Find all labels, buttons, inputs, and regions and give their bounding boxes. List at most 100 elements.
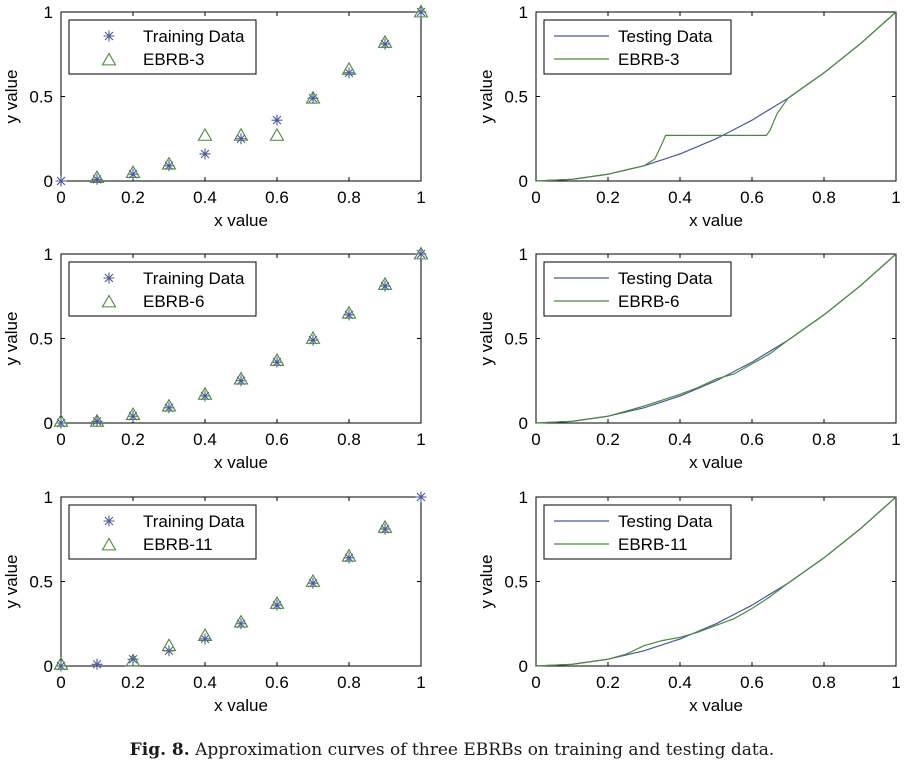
x-tick-label: 0.8 bbox=[812, 430, 836, 449]
x-tick-label: 0.4 bbox=[668, 430, 692, 449]
ebrb-data-point bbox=[341, 305, 357, 319]
y-tick-label: 0 bbox=[519, 414, 528, 433]
ebrb-data-point bbox=[413, 4, 429, 18]
training-data-point bbox=[91, 173, 103, 185]
legend-label: Training Data bbox=[143, 27, 245, 46]
training-data-point bbox=[271, 114, 283, 126]
y-axis-label: y value bbox=[2, 312, 21, 366]
training-data-point bbox=[55, 175, 67, 187]
ebrb-data-point bbox=[125, 653, 141, 667]
ebrb-line bbox=[535, 253, 897, 424]
x-tick-label: 0.6 bbox=[740, 430, 764, 449]
training-data-point bbox=[91, 658, 103, 670]
ebrb-data-point bbox=[53, 656, 69, 670]
legend-star-icon bbox=[103, 30, 115, 42]
ebrb-data-point bbox=[125, 164, 141, 178]
training-data-point bbox=[127, 168, 139, 180]
x-tick-label: 0.8 bbox=[337, 673, 361, 692]
training-data-point bbox=[55, 660, 67, 672]
legend-label: EBRB-6 bbox=[143, 292, 204, 311]
figure-canvas: 0 0.2 0.4 0.6 0.8 1 0 0.5 1 x value y value Trainin… bbox=[2, 3, 901, 715]
x-axis-label: x value bbox=[689, 453, 743, 472]
ebrb-data-point bbox=[53, 413, 69, 427]
y-tick-label: 1 bbox=[519, 488, 528, 507]
x-tick-label: 0 bbox=[56, 673, 65, 692]
y-axis-label: y value bbox=[477, 70, 496, 124]
x-axis-label: x value bbox=[689, 211, 743, 230]
ebrb-data-point bbox=[377, 34, 393, 48]
ebrb-data-point bbox=[341, 61, 357, 75]
training-data-point bbox=[415, 6, 427, 18]
training-data-point bbox=[91, 415, 103, 427]
x-tick-label: 0.2 bbox=[121, 673, 145, 692]
ebrb-data-point bbox=[89, 413, 105, 427]
legend-label: EBRB-6 bbox=[618, 292, 679, 311]
legend: Testing Data EBRB-11 bbox=[543, 504, 732, 560]
x-tick-label: 0.8 bbox=[812, 673, 836, 692]
legend-box bbox=[68, 504, 257, 560]
x-tick-label: 1 bbox=[416, 673, 425, 692]
x-axis-label: x value bbox=[214, 211, 268, 230]
training-data-point bbox=[235, 375, 247, 387]
ebrb-line bbox=[535, 11, 897, 182]
y-tick-label: 1 bbox=[44, 245, 53, 264]
x-tick-label: 0 bbox=[56, 430, 65, 449]
ebrb-data-point bbox=[197, 386, 213, 400]
training-data-point bbox=[343, 67, 355, 79]
caption-label: Fig. 8. bbox=[129, 740, 190, 760]
legend: Training Data EBRB-6 bbox=[68, 261, 257, 317]
legend-label: EBRB-11 bbox=[143, 535, 213, 554]
x-tick-label: 0.2 bbox=[596, 188, 620, 207]
x-tick-label: 0.4 bbox=[193, 430, 217, 449]
y-axis-label: y value bbox=[2, 70, 21, 124]
x-tick-label: 0.4 bbox=[193, 673, 217, 692]
legend-star-icon bbox=[103, 515, 115, 527]
x-tick-label: 0.6 bbox=[265, 673, 289, 692]
x-axis-label: x value bbox=[214, 696, 268, 715]
y-tick-label: 1 bbox=[44, 3, 53, 22]
x-tick-label: 0 bbox=[531, 188, 540, 207]
x-tick-label: 1 bbox=[891, 673, 900, 692]
y-tick-label: 0.5 bbox=[504, 88, 528, 107]
training-data-point bbox=[127, 653, 139, 665]
y-tick-label: 1 bbox=[519, 3, 528, 22]
legend-box bbox=[68, 19, 257, 75]
x-tick-label: 0.4 bbox=[193, 188, 217, 207]
y-axis-label: y value bbox=[477, 555, 496, 609]
ebrb-data-point bbox=[161, 638, 177, 652]
ebrb-data-point bbox=[341, 548, 357, 562]
legend-box bbox=[543, 261, 732, 317]
figure-caption: Fig. 8. Approximation curves of three EB… bbox=[0, 740, 904, 760]
y-tick-label: 0.5 bbox=[504, 330, 528, 349]
x-tick-label: 0.2 bbox=[596, 673, 620, 692]
legend: Testing Data EBRB-6 bbox=[543, 261, 732, 317]
legend: Testing Data EBRB-3 bbox=[543, 19, 732, 75]
x-tick-label: 0 bbox=[531, 673, 540, 692]
training-data-point bbox=[235, 133, 247, 145]
training-data-point bbox=[199, 633, 211, 645]
y-tick-label: 0 bbox=[44, 172, 53, 191]
training-data-point bbox=[271, 356, 283, 368]
training-data-point bbox=[163, 160, 175, 172]
x-tick-label: 0.6 bbox=[265, 188, 289, 207]
x-tick-label: 0.8 bbox=[812, 188, 836, 207]
training-data-point bbox=[271, 599, 283, 611]
training-data-point bbox=[343, 309, 355, 321]
legend: Training Data EBRB-3 bbox=[68, 19, 257, 75]
ebrb-data-point bbox=[305, 573, 321, 587]
training-data-point bbox=[379, 280, 391, 292]
training-data-point bbox=[343, 552, 355, 564]
chart-5: 0 0.2 0.4 0.6 0.8 1 0 0.5 1 x value y value Trainin… bbox=[2, 488, 427, 715]
legend-label: Testing Data bbox=[618, 512, 713, 531]
ebrb-data-point bbox=[161, 156, 177, 170]
ebrb-data-point bbox=[269, 595, 285, 609]
y-tick-label: 0.5 bbox=[29, 88, 53, 107]
legend-label: Training Data bbox=[143, 512, 245, 531]
y-tick-label: 0 bbox=[44, 657, 53, 676]
training-data-point bbox=[415, 248, 427, 260]
x-tick-label: 0 bbox=[531, 430, 540, 449]
training-data-point bbox=[163, 402, 175, 414]
x-axis-label: x value bbox=[689, 696, 743, 715]
legend-label: EBRB-3 bbox=[143, 50, 204, 69]
y-tick-label: 0.5 bbox=[504, 573, 528, 592]
